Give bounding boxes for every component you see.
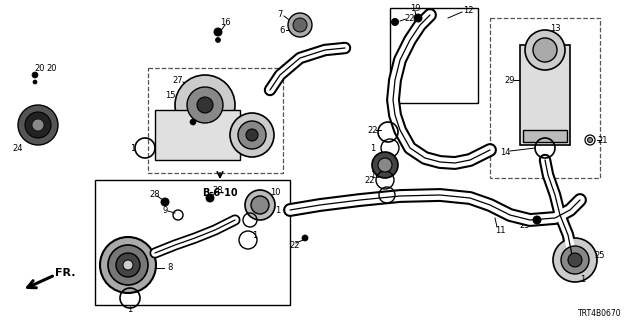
Circle shape [216,37,221,43]
Circle shape [414,14,422,22]
Bar [390,8,478,103]
Circle shape [108,245,148,285]
Circle shape [533,38,557,62]
Text: 8: 8 [167,263,173,273]
Circle shape [161,198,169,206]
Circle shape [238,121,266,149]
Text: FR.: FR. [55,268,76,278]
Circle shape [392,19,399,26]
Circle shape [533,216,541,224]
Text: 28: 28 [212,186,223,195]
Circle shape [246,129,258,141]
Circle shape [100,237,156,293]
Bar [523,130,567,142]
Text: 16: 16 [220,18,230,27]
Circle shape [123,260,133,270]
Circle shape [588,138,593,142]
Text: 20: 20 [35,63,45,73]
Text: 11: 11 [495,226,505,235]
Circle shape [187,87,223,123]
Bar [155,110,240,160]
Text: 9: 9 [163,205,168,214]
Text: 1: 1 [131,143,136,153]
Circle shape [585,135,595,145]
Text: TRT4B0670: TRT4B0670 [578,308,622,317]
Text: 20: 20 [47,63,57,73]
Text: 1: 1 [371,143,376,153]
Circle shape [197,97,213,113]
Circle shape [288,13,312,37]
Text: 24: 24 [13,143,23,153]
Text: 29: 29 [505,76,515,84]
Text: B-6-10: B-6-10 [202,188,238,198]
Circle shape [214,28,222,36]
Text: 22: 22 [365,175,375,185]
Circle shape [568,253,582,267]
Circle shape [32,119,44,131]
Text: 1: 1 [252,209,258,218]
Circle shape [302,235,308,241]
Circle shape [18,105,58,145]
Text: 10: 10 [370,171,380,180]
Bar [490,18,600,178]
Circle shape [251,196,269,214]
Circle shape [372,152,398,178]
Text: 7: 7 [277,10,283,19]
Circle shape [293,18,307,32]
Circle shape [230,113,274,157]
Text: 21: 21 [598,135,608,145]
Bar [95,180,290,305]
Text: 25: 25 [595,251,605,260]
Text: 6: 6 [279,26,285,35]
Circle shape [175,75,235,135]
Text: 10: 10 [269,188,280,196]
Circle shape [116,253,140,277]
Bar [520,45,570,145]
Circle shape [525,30,565,70]
Text: 15: 15 [164,91,175,100]
Text: 23: 23 [520,220,531,229]
Text: 13: 13 [550,23,560,33]
Circle shape [33,80,37,84]
Text: 1: 1 [275,205,280,214]
Text: 1: 1 [127,306,132,315]
Text: 27: 27 [173,76,183,84]
Text: 26: 26 [175,114,186,123]
Text: 19: 19 [410,4,420,12]
Text: 28: 28 [150,189,160,198]
Text: 22: 22 [404,13,415,22]
Text: 14: 14 [500,148,510,156]
Text: 1: 1 [371,193,376,202]
Circle shape [553,238,597,282]
Circle shape [25,112,51,138]
Circle shape [561,246,589,274]
Bar [148,68,283,173]
Text: 12: 12 [463,5,473,14]
Circle shape [206,194,214,202]
Circle shape [378,158,392,172]
Text: 1: 1 [252,230,258,239]
Text: 22: 22 [368,125,378,134]
Text: 1: 1 [580,276,586,284]
Circle shape [245,190,275,220]
Circle shape [190,119,196,125]
Text: 22: 22 [290,241,300,250]
Circle shape [32,72,38,78]
